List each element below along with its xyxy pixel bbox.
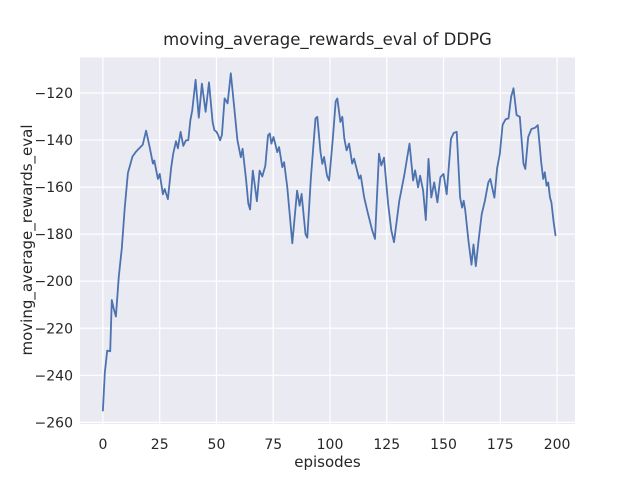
y-tick-label: −220: [35, 321, 73, 337]
x-tick-label: 100: [317, 437, 344, 453]
y-axis-label: moving_average_rewards_eval: [18, 124, 36, 356]
y-tick-label: −120: [35, 86, 73, 102]
x-tick-label: 0: [98, 437, 107, 453]
x-tick-label: 25: [151, 437, 169, 453]
y-tick-label: −180: [35, 227, 73, 243]
x-tick-label: 75: [264, 437, 282, 453]
x-axis-label: episodes: [294, 453, 361, 471]
y-tick-label: −140: [35, 133, 73, 149]
x-tick-label: 150: [430, 437, 457, 453]
x-tick-label: 200: [544, 437, 571, 453]
y-tick-label: −160: [35, 180, 73, 196]
x-tick-label: 125: [373, 437, 400, 453]
y-tick-label: −260: [35, 415, 73, 431]
x-tick-label: 50: [208, 437, 226, 453]
y-tick-label: −200: [35, 274, 73, 290]
axes-background: [80, 57, 575, 424]
x-tick-label: 175: [487, 437, 514, 453]
y-tick-label: −240: [35, 368, 73, 384]
series-line: [102, 72, 557, 412]
chart-title: moving_average_rewards_eval of DDPG: [163, 30, 492, 49]
